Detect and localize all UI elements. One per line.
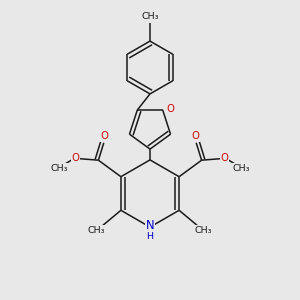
- Text: O: O: [101, 131, 109, 141]
- Text: N: N: [146, 219, 154, 232]
- Text: CH₃: CH₃: [88, 226, 105, 235]
- Text: CH₃: CH₃: [50, 164, 68, 173]
- Text: O: O: [191, 131, 199, 141]
- Text: O: O: [220, 153, 228, 164]
- Text: O: O: [72, 153, 80, 164]
- Text: CH₃: CH₃: [195, 226, 212, 235]
- Text: CH₃: CH₃: [141, 12, 159, 21]
- Text: O: O: [166, 103, 174, 113]
- Text: H: H: [146, 232, 154, 241]
- Text: CH₃: CH₃: [232, 164, 250, 173]
